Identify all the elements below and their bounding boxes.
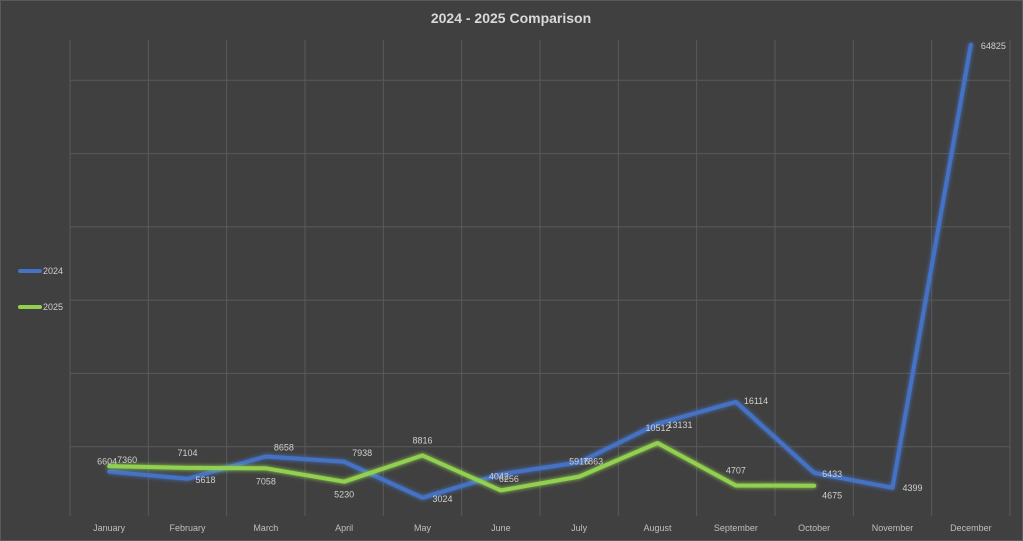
data-label-2024: 7863	[583, 456, 603, 466]
x-tick-label: October	[798, 523, 830, 533]
data-label-2024: 6604	[97, 457, 117, 467]
x-tick-label: December	[950, 523, 992, 533]
data-label-2024: 4399	[903, 483, 923, 493]
data-labels: 6604 5618 8658 7938 3024 6256 7863 13131 16114 64…	[97, 41, 1006, 504]
data-label-2024: 8658	[274, 443, 294, 453]
data-label-2024: 3024	[433, 494, 453, 504]
data-label-2025: 4675	[822, 491, 842, 501]
data-label-2024: 16114	[744, 396, 768, 406]
data-label-2024: 13131	[668, 420, 693, 430]
data-label-2025: 10512	[646, 423, 671, 433]
x-tick-label: August	[643, 523, 672, 533]
data-label-2025: 7058	[256, 476, 276, 486]
legend: 2024 2025	[18, 266, 63, 312]
x-axis-labels: January February March April May June July Augu…	[93, 523, 991, 533]
data-label-2024: 7938	[352, 448, 372, 458]
x-tick-label: January	[93, 523, 126, 533]
data-label-2025: 7104	[177, 448, 197, 458]
x-tick-label: June	[491, 523, 511, 533]
series-lines	[107, 42, 973, 500]
x-tick-label: March	[253, 523, 278, 533]
data-label-2024: 5618	[196, 475, 216, 485]
legend-label-2024: 2024	[43, 266, 63, 276]
data-label-2025: 4042	[489, 471, 509, 481]
data-label-2025: 5230	[334, 490, 354, 500]
x-tick-label: September	[714, 523, 758, 533]
data-label-2024: 6433	[822, 469, 842, 479]
series-line-2025	[107, 441, 817, 493]
legend-label-2025: 2025	[43, 302, 63, 312]
data-label-2024: 64825	[981, 41, 1006, 51]
data-label-2025: 4707	[726, 466, 746, 476]
gridlines	[69, 40, 1011, 516]
data-label-2025: 8816	[412, 435, 432, 445]
data-label-2025: 7360	[117, 455, 137, 465]
series-line-2024	[107, 42, 973, 500]
x-tick-label: February	[169, 523, 206, 533]
x-tick-label: November	[872, 523, 914, 533]
x-tick-label: July	[571, 523, 588, 533]
data-label-2025: 5916	[569, 457, 589, 467]
x-tick-label: April	[335, 523, 353, 533]
x-tick-label: May	[414, 523, 432, 533]
chart-title: 2024 - 2025 Comparison	[431, 10, 591, 26]
data-label-2024: 6256	[499, 474, 519, 484]
